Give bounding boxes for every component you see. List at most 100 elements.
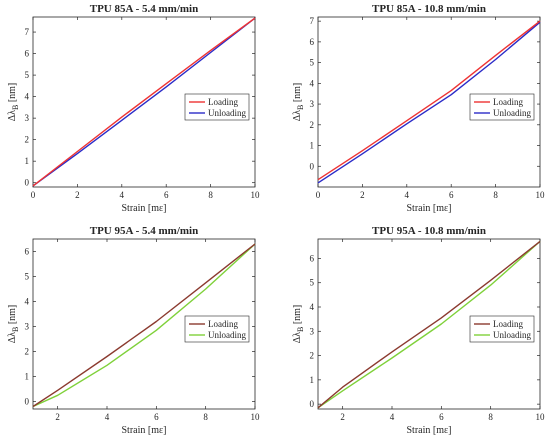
y-tick-label: 7	[310, 16, 315, 26]
x-tick-label: 10	[536, 412, 546, 422]
x-tick-label: 2	[75, 190, 80, 200]
series-line-unloading	[32, 17, 256, 187]
legend-box	[184, 315, 250, 343]
x-tick-label: 10	[251, 190, 261, 200]
x-tick-label: 6	[439, 412, 444, 422]
y-tick-label: 2	[310, 351, 315, 361]
series-line-unloading	[317, 21, 541, 184]
x-tick-label: 6	[164, 190, 169, 200]
x-tick-label: 4	[390, 412, 395, 422]
y-tick-label: 2	[25, 347, 30, 357]
chart-title: TPU 85A - 10.8 mm/min	[372, 3, 486, 15]
y-tick-label: 1	[310, 141, 315, 151]
y-tick-label: 4	[310, 78, 315, 88]
x-tick-label: 0	[31, 190, 36, 200]
y-axis-label: ΔλB [nm]	[7, 83, 20, 122]
y-axis-label: ΔλB [nm]	[292, 83, 305, 122]
y-axis-label-unit: [nm]	[292, 305, 303, 327]
chart-panel-2: TPU 85A - 10.8 mm/min 0 2 4 6 8 10 0 1 2 3 4 5 6 7 Stra…	[292, 3, 545, 214]
x-axis-label: Strain [mε]	[406, 203, 451, 214]
y-tick-label: 2	[25, 135, 30, 145]
y-tick-label: 1	[25, 372, 30, 382]
series-line-loading	[317, 240, 541, 409]
legend-label-unloading: Unloading	[493, 330, 531, 340]
y-axis-label-main: Δλ	[7, 332, 18, 343]
x-tick-label: 10	[536, 190, 546, 200]
x-tick-label: 8	[493, 190, 498, 200]
legend-label-loading: Loading	[493, 319, 523, 329]
x-tick-label: 2	[55, 412, 60, 422]
y-tick-label: 4	[25, 297, 30, 307]
y-tick-label: 6	[310, 37, 315, 47]
y-tick-label: 5	[310, 58, 315, 68]
legend-box	[469, 315, 535, 343]
y-axis-label-main: Δλ	[292, 110, 303, 121]
series-line-unloading	[317, 240, 541, 409]
x-tick-label: 2	[360, 190, 365, 200]
y-tick-label: 2	[310, 120, 315, 130]
x-tick-label: 0	[316, 190, 321, 200]
y-tick-label: 6	[25, 49, 30, 59]
y-tick-label: 6	[310, 253, 315, 263]
legend-label-loading: Loading	[208, 97, 238, 107]
chart-title: TPU 85A - 5.4 mm/min	[90, 3, 198, 15]
x-tick-label: 10	[251, 412, 261, 422]
y-tick-label: 1	[310, 375, 315, 385]
y-tick-label: 5	[310, 278, 315, 288]
y-tick-label: 3	[310, 326, 315, 336]
legend-label-unloading: Unloading	[208, 108, 246, 118]
chart-panel-1: TPU 85A - 5.4 mm/min 0 2 4 6 8 10 0 1 2 3 4 5 6 7 Strai…	[7, 3, 260, 214]
legend-label-loading: Loading	[493, 97, 523, 107]
y-axis-label: ΔλB [nm]	[292, 305, 305, 344]
y-tick-label: 0	[310, 161, 315, 171]
x-tick-label: 4	[405, 190, 410, 200]
y-tick-label: 0	[25, 397, 30, 407]
x-tick-label: 6	[449, 190, 454, 200]
series-line-unloading	[32, 243, 256, 408]
y-axis-label-subscript: B	[11, 327, 20, 332]
x-axis-label: Strain [mε]	[121, 203, 166, 214]
x-axis-label: Strain [mε]	[406, 425, 451, 436]
y-tick-label: 6	[25, 247, 30, 257]
legend-box	[469, 93, 535, 121]
y-tick-label: 1	[25, 156, 30, 166]
y-tick-label: 4	[310, 302, 315, 312]
y-tick-label: 7	[25, 27, 30, 37]
y-axis-label-subscript: B	[296, 327, 305, 332]
series-line-loading	[317, 20, 541, 181]
y-tick-label: 3	[25, 322, 30, 332]
series-line-loading	[32, 243, 256, 408]
x-tick-label: 6	[154, 412, 159, 422]
x-axis-label: Strain [mε]	[121, 425, 166, 436]
y-axis-label-unit: [nm]	[292, 83, 303, 105]
y-axis-label-unit: [nm]	[7, 305, 18, 327]
legend-label-unloading: Unloading	[493, 108, 531, 118]
y-tick-label: 5	[25, 70, 30, 80]
legend-label-loading: Loading	[208, 319, 238, 329]
x-tick-label: 8	[203, 412, 208, 422]
y-axis-label-unit: [nm]	[7, 83, 18, 105]
y-tick-label: 0	[310, 399, 315, 409]
series-line-loading	[32, 17, 256, 187]
y-axis-label-main: Δλ	[292, 332, 303, 343]
y-axis-label-subscript: B	[296, 105, 305, 110]
chart-panel-3: TPU 95A - 5.4 mm/min 2 4 6 8 10 0 1 2 3 4 5 6 Strain …	[7, 225, 260, 436]
chart-panel-4: TPU 95A - 10.8 mm/min 2 4 6 8 10 0 1 2 3 4 5 6 Strain…	[292, 225, 545, 436]
y-tick-label: 0	[25, 178, 30, 188]
chart-title: TPU 95A - 5.4 mm/min	[90, 225, 198, 237]
y-axis-label-main: Δλ	[7, 110, 18, 121]
y-tick-label: 3	[310, 99, 315, 109]
x-tick-label: 4	[120, 190, 125, 200]
x-tick-label: 2	[340, 412, 345, 422]
x-tick-label: 4	[105, 412, 110, 422]
legend-box	[184, 93, 250, 121]
x-tick-label: 8	[208, 190, 213, 200]
legend-label-unloading: Unloading	[208, 330, 246, 340]
y-axis-label-subscript: B	[11, 105, 20, 110]
y-tick-label: 5	[25, 272, 30, 282]
y-axis-label: ΔλB [nm]	[7, 305, 20, 344]
